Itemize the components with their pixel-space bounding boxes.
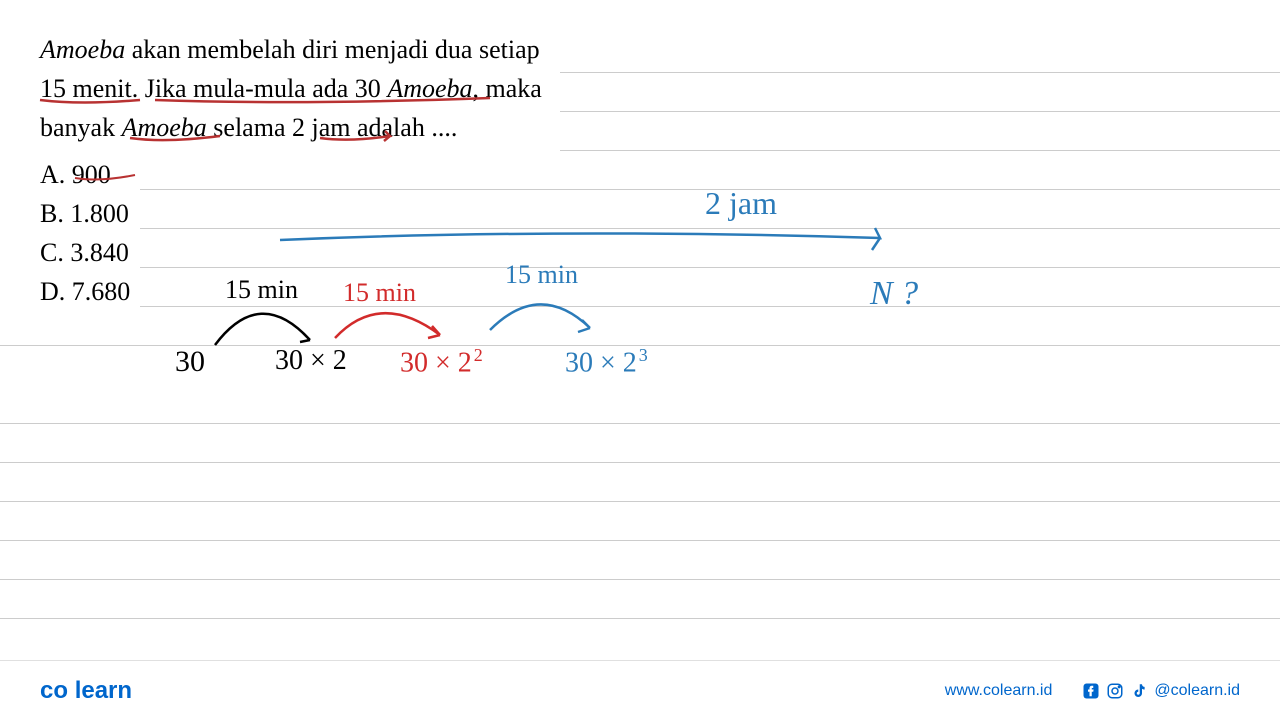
hw-30x2cu: 30 × 23 bbox=[565, 345, 648, 379]
question-content: Amoeba akan membelah diri menjadi dua se… bbox=[0, 0, 1280, 341]
hw-30x2: 30 × 2 bbox=[275, 345, 347, 377]
q-line1-cont: akan membelah diri menjadi dua setiap bbox=[125, 35, 539, 64]
q-line3-part1: banyak bbox=[40, 113, 122, 142]
ruled-line bbox=[0, 618, 1280, 619]
option-b: B. 1.800 bbox=[40, 194, 1240, 233]
hw-30x2sq-base: 30 × 2 bbox=[400, 347, 472, 378]
website-url: www.colearn.id bbox=[945, 682, 1053, 700]
hw-15min-2: 15 min bbox=[343, 278, 416, 308]
tiktok-icon bbox=[1130, 682, 1148, 700]
hw-30x2cu-base: 30 × 2 bbox=[565, 347, 637, 378]
facebook-icon bbox=[1082, 682, 1100, 700]
logo: co learn bbox=[40, 677, 132, 705]
hw-30x2sq-sup: 2 bbox=[474, 345, 483, 365]
q-line2-part3: , maka bbox=[473, 74, 542, 103]
q-line3-part3: selama 2 jam adalah .... bbox=[207, 113, 458, 142]
option-d: D. 7.680 bbox=[40, 272, 1240, 311]
hw-15min-1: 15 min bbox=[225, 275, 298, 305]
hw-2jam: 2 jam bbox=[705, 185, 777, 222]
hw-30: 30 bbox=[175, 345, 205, 379]
ruled-line bbox=[0, 501, 1280, 502]
options-list: A. 900 B. 1.800 C. 3.840 D. 7.680 bbox=[40, 155, 1240, 311]
italic-amoeba-1: Amoeba bbox=[40, 35, 125, 64]
social-handle: @colearn.id bbox=[1154, 682, 1240, 700]
question-text: Amoeba akan membelah diri menjadi dua se… bbox=[40, 30, 1240, 147]
logo-dot bbox=[68, 677, 75, 704]
logo-learn: learn bbox=[75, 677, 132, 704]
footer: co learn www.colearn.id @colearn.id bbox=[0, 660, 1280, 720]
ruled-line bbox=[0, 540, 1280, 541]
hw-30x2sq: 30 × 22 bbox=[400, 345, 483, 379]
hw-15min-3: 15 min bbox=[505, 260, 578, 290]
instagram-icon bbox=[1106, 682, 1124, 700]
logo-co: co bbox=[40, 677, 68, 704]
ruled-line bbox=[0, 579, 1280, 580]
footer-right: www.colearn.id @colearn.id bbox=[945, 682, 1240, 700]
social-links: @colearn.id bbox=[1082, 682, 1240, 700]
ruled-line bbox=[0, 423, 1280, 424]
q-line2-part1: 15 menit. Jika mula-mula ada 30 bbox=[40, 74, 387, 103]
option-c: C. 3.840 bbox=[40, 233, 1240, 272]
hw-30x2cu-sup: 3 bbox=[639, 345, 648, 365]
ruled-line bbox=[0, 462, 1280, 463]
italic-amoeba-2: Amoeba bbox=[387, 74, 472, 103]
option-a: A. 900 bbox=[40, 155, 1240, 194]
italic-amoeba-3: Amoeba bbox=[122, 113, 207, 142]
hw-n-question: N ? bbox=[870, 275, 918, 313]
